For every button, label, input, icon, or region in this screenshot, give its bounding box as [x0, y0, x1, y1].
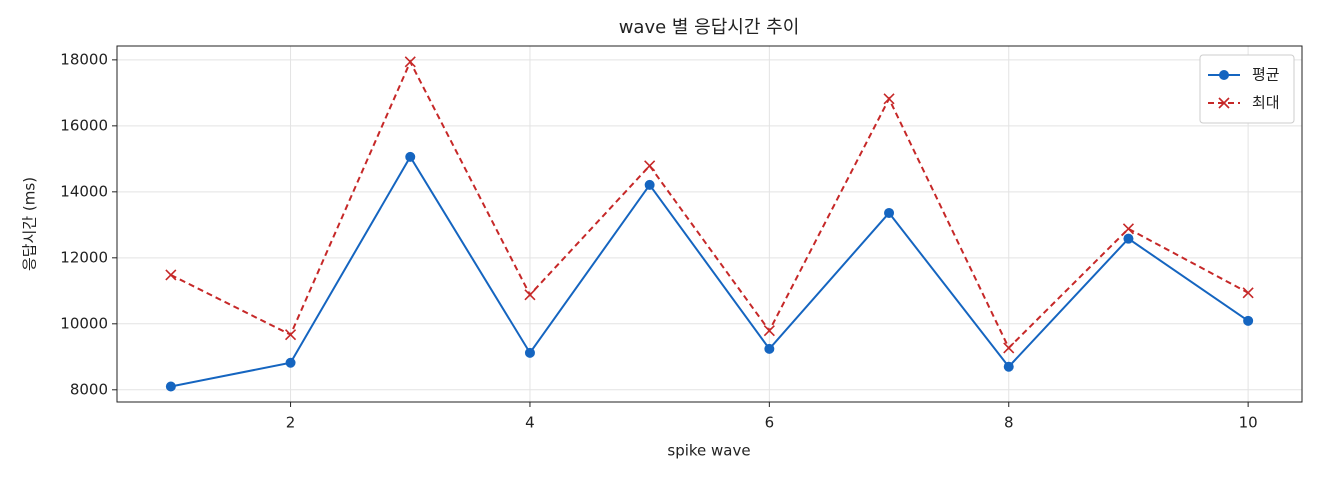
series-line: [170, 59, 1249, 350]
legend-label: 평균: [1252, 66, 1280, 84]
marker: [763, 325, 775, 337]
marker: [883, 93, 895, 105]
y-tick-label: 18000: [60, 50, 108, 68]
marker: [1218, 97, 1230, 109]
marker: [884, 207, 895, 218]
marker: [285, 357, 296, 368]
marker: [1242, 287, 1254, 299]
legend-box: [1199, 54, 1295, 124]
chart-title: wave 별 응답시간 추이: [619, 17, 800, 38]
marker: [644, 179, 655, 190]
marker: [1243, 315, 1254, 326]
series-line: [170, 154, 1249, 388]
marker: [1219, 70, 1229, 80]
x-tick-label: 8: [1004, 414, 1014, 432]
y-tick-label: 8000: [70, 380, 108, 398]
marker: [284, 329, 297, 341]
marker: [1003, 361, 1014, 372]
marker: [165, 269, 177, 281]
x-axis-label: spike wave: [667, 442, 750, 460]
y-axis-label: 응답시간 (ms): [21, 177, 39, 271]
marker: [644, 160, 656, 172]
marker: [404, 56, 416, 68]
x-tick-label: 4: [525, 414, 535, 432]
plot-frame: [116, 45, 1303, 403]
marker: [524, 347, 535, 358]
marker: [1122, 223, 1135, 235]
x-tick-label: 10: [1239, 414, 1258, 432]
marker: [1003, 342, 1015, 354]
marker: [165, 381, 176, 392]
y-tick-label: 14000: [60, 182, 108, 200]
x-tick-label: 2: [286, 414, 296, 432]
y-tick-label: 10000: [60, 314, 108, 332]
x-tick-label: 6: [765, 414, 775, 432]
y-tick-label: 16000: [60, 116, 108, 134]
marker: [405, 151, 416, 162]
y-tick-label: 12000: [60, 248, 108, 266]
marker: [764, 343, 775, 354]
legend-label: 최대: [1252, 94, 1280, 112]
marker: [1123, 233, 1134, 244]
marker: [524, 289, 536, 301]
